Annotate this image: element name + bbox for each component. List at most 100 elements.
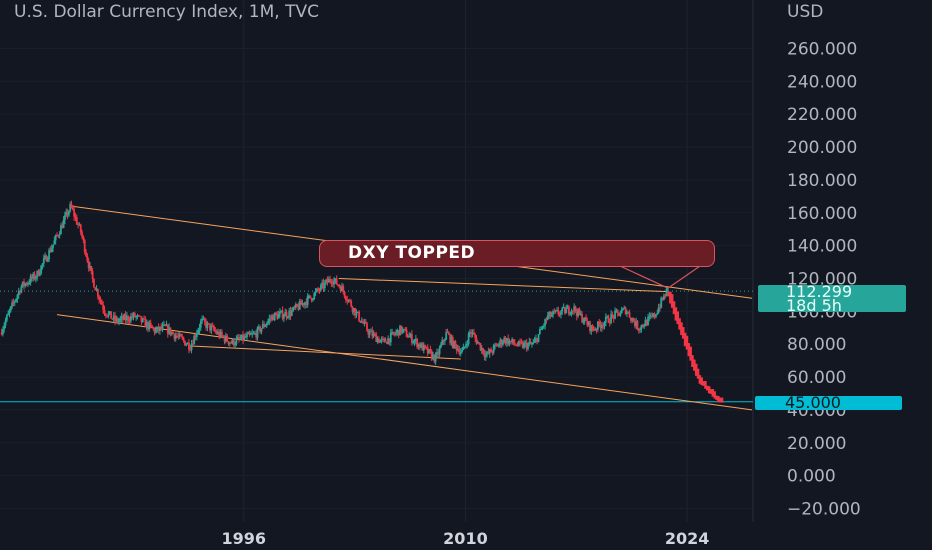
candle xyxy=(309,295,312,298)
candle xyxy=(3,325,6,330)
candle xyxy=(509,340,512,342)
candle xyxy=(356,311,359,313)
candle xyxy=(185,344,188,346)
candle xyxy=(37,270,40,276)
projected-candle xyxy=(670,301,676,308)
candle xyxy=(234,344,236,346)
projected-candle xyxy=(698,377,704,384)
candle xyxy=(404,328,407,330)
candle xyxy=(442,339,445,342)
candle xyxy=(527,343,529,349)
candle xyxy=(77,224,80,226)
candle xyxy=(83,240,86,253)
candle xyxy=(50,248,53,252)
candle xyxy=(67,211,70,216)
candle xyxy=(41,263,44,266)
candle xyxy=(285,312,288,318)
candle xyxy=(403,328,405,330)
candle xyxy=(479,343,482,351)
candle xyxy=(184,340,186,346)
candle xyxy=(8,310,11,314)
candle xyxy=(355,312,358,316)
candle xyxy=(149,322,152,326)
candle xyxy=(82,236,85,241)
candle xyxy=(151,325,153,328)
candle xyxy=(298,301,301,310)
candle xyxy=(429,349,432,352)
candle xyxy=(312,298,314,301)
candle xyxy=(540,328,543,330)
candle xyxy=(250,334,252,336)
candle xyxy=(260,328,263,332)
candle xyxy=(548,311,550,316)
candle xyxy=(652,313,655,317)
candle xyxy=(416,339,419,348)
candle xyxy=(639,329,642,331)
candle xyxy=(595,328,598,330)
candle xyxy=(191,343,194,345)
candle xyxy=(519,341,521,343)
candle xyxy=(645,319,648,326)
candle xyxy=(610,314,612,323)
candle xyxy=(240,334,243,339)
candle xyxy=(542,325,545,327)
candle xyxy=(124,314,127,321)
projected-candle xyxy=(705,386,711,391)
candle xyxy=(169,327,172,335)
candle xyxy=(436,352,438,356)
candle xyxy=(289,310,292,316)
candle xyxy=(378,338,380,343)
candle xyxy=(566,306,569,309)
candle xyxy=(512,339,515,344)
projected-candle xyxy=(678,322,683,330)
candle xyxy=(575,311,578,317)
candle xyxy=(360,321,363,323)
candle xyxy=(313,293,316,299)
y-tick-label: −20.000 xyxy=(787,500,861,520)
candle xyxy=(224,335,227,342)
dxy-topped-annotation[interactable]: DXY TOPPED xyxy=(319,240,715,267)
candle xyxy=(529,341,532,344)
candle xyxy=(65,211,68,216)
candle xyxy=(363,321,366,324)
candle xyxy=(44,255,47,259)
candle xyxy=(612,315,615,319)
candle xyxy=(131,316,134,318)
candle xyxy=(319,285,322,291)
candle xyxy=(366,323,368,331)
candle xyxy=(430,351,433,360)
candle xyxy=(633,321,636,326)
candle xyxy=(586,320,589,326)
candle xyxy=(478,342,481,344)
candle xyxy=(480,348,483,351)
candle xyxy=(40,265,43,274)
candle xyxy=(251,333,254,335)
candle xyxy=(232,339,235,346)
candle xyxy=(54,235,57,241)
candle xyxy=(153,328,156,333)
candle xyxy=(137,315,140,317)
candle xyxy=(9,306,12,311)
candle xyxy=(94,287,97,291)
candle xyxy=(42,258,45,264)
candle xyxy=(495,344,498,346)
candle xyxy=(227,341,230,344)
projected-candle xyxy=(694,368,700,376)
candle xyxy=(290,310,293,316)
candle xyxy=(301,303,304,305)
candle xyxy=(352,308,355,312)
candle xyxy=(553,311,556,313)
candle xyxy=(170,332,173,335)
candle xyxy=(74,216,77,218)
candle xyxy=(469,332,471,334)
candle xyxy=(454,341,457,345)
candle xyxy=(441,339,444,345)
candle xyxy=(648,316,651,318)
candle xyxy=(383,338,386,340)
candle xyxy=(385,342,388,344)
candle xyxy=(127,316,130,321)
candle xyxy=(34,277,37,279)
candle xyxy=(321,282,324,286)
projected-candle xyxy=(689,355,694,361)
